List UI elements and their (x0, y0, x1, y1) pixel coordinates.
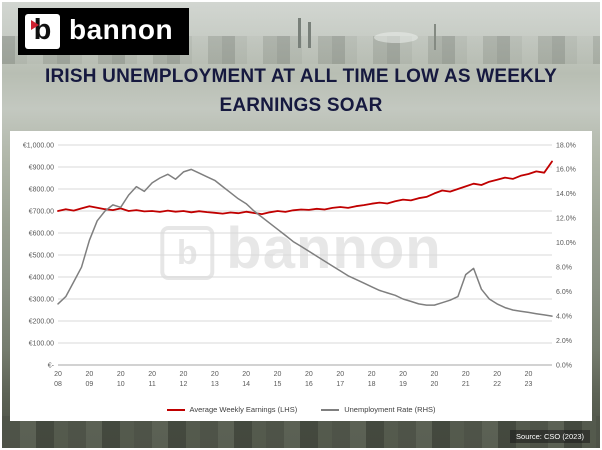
svg-text:€700.00: €700.00 (29, 208, 54, 215)
legend-item-earnings: Average Weekly Earnings (LHS) (166, 405, 298, 414)
svg-text:€600.00: €600.00 (29, 230, 54, 237)
svg-text:12.0%: 12.0% (556, 216, 576, 223)
left-axis-labels: €1,000.00 €900.00 €800.00 €700.00 €600.00 €50… (23, 142, 55, 369)
svg-text:20: 20 (399, 371, 407, 378)
svg-text:8.0%: 8.0% (556, 265, 572, 272)
svg-text:20: 20 (85, 371, 93, 378)
svg-text:20: 20 (148, 371, 156, 378)
bannon-logo: b bannon (18, 8, 190, 55)
chimney-stack (308, 22, 311, 48)
svg-text:21: 21 (462, 381, 470, 388)
svg-text:4.0%: 4.0% (556, 313, 572, 320)
svg-text:20: 20 (525, 371, 533, 378)
svg-text:20: 20 (368, 371, 376, 378)
svg-text:09: 09 (85, 381, 93, 388)
svg-text:€1,000.00: €1,000.00 (23, 142, 54, 149)
headline-line-2: EARNINGS SOAR (219, 95, 383, 117)
svg-text:€500.00: €500.00 (29, 252, 54, 259)
right-axis-labels: 18.0% 16.0% 14.0% 12.0% 10.0% 8.0% 6.0% 4.0% 2.0… (556, 142, 576, 369)
chart-panel: b bannon €1,000.00 €900.00 €800.00 €700.00 €… (10, 131, 592, 421)
bannon-b-icon: b (25, 14, 60, 49)
logo-wordmark: bannon (69, 13, 174, 45)
series-line-unemployment (57, 168, 553, 317)
bannon-watermark: b bannon (160, 220, 441, 280)
svg-text:18: 18 (368, 381, 376, 388)
line-chart: €1,000.00 €900.00 €800.00 €700.00 €600.00 €50… (23, 142, 576, 388)
chimney-stack (298, 18, 301, 48)
svg-text:16: 16 (305, 381, 313, 388)
svg-text:€800.00: €800.00 (29, 186, 54, 193)
svg-text:17: 17 (336, 381, 344, 388)
watermark-text: bannon (226, 216, 442, 281)
svg-text:18.0%: 18.0% (556, 142, 576, 149)
unemployment-line-swatch (321, 408, 340, 411)
svg-text:€300.00: €300.00 (29, 296, 54, 303)
svg-text:0.0%: 0.0% (556, 362, 572, 369)
x-axis-labels: 20 08 20 09 20 10 20 11 20 12 20 13 20 14 20 15 20 16 20 17… (54, 371, 532, 388)
svg-text:14.0%: 14.0% (556, 191, 576, 198)
svg-text:20: 20 (336, 371, 344, 378)
svg-text:20: 20 (117, 371, 125, 378)
legend-label-earnings: Average Weekly Earnings (LHS) (189, 405, 298, 414)
svg-text:12: 12 (180, 381, 188, 388)
svg-text:20: 20 (180, 371, 188, 378)
svg-text:20: 20 (305, 371, 313, 378)
svg-text:14: 14 (242, 381, 250, 388)
chart-legend: Average Weekly Earnings (LHS) Unemployme… (10, 405, 592, 414)
svg-text:13: 13 (211, 381, 219, 388)
svg-text:20: 20 (274, 371, 282, 378)
svg-text:20: 20 (462, 371, 470, 378)
svg-text:20: 20 (493, 371, 501, 378)
svg-text:20: 20 (54, 371, 62, 378)
legend-label-unemployment: Unemployment Rate (RHS) (344, 405, 436, 414)
svg-text:16.0%: 16.0% (556, 167, 576, 174)
earnings-line-swatch (166, 408, 185, 411)
watermark-b-icon: b (160, 226, 215, 280)
svg-text:6.0%: 6.0% (556, 289, 572, 296)
svg-text:20: 20 (242, 371, 250, 378)
svg-text:15: 15 (274, 381, 282, 388)
svg-text:22: 22 (493, 381, 501, 388)
stadium-roof (374, 32, 418, 43)
svg-text:10: 10 (117, 381, 125, 388)
svg-text:08: 08 (54, 381, 62, 388)
svg-text:19: 19 (399, 381, 407, 388)
svg-text:€400.00: €400.00 (29, 274, 54, 281)
svg-text:11: 11 (148, 381, 155, 388)
gridlines (58, 144, 552, 366)
svg-text:2.0%: 2.0% (556, 338, 572, 345)
spire (434, 24, 436, 50)
svg-text:20: 20 (430, 371, 438, 378)
legend-item-unemployment: Unemployment Rate (RHS) (321, 405, 435, 414)
svg-text:23: 23 (525, 381, 533, 388)
svg-text:10.0%: 10.0% (556, 240, 576, 247)
headline-line-1: IRISH UNEMPLOYMENT AT ALL TIME LOW AS WE… (45, 66, 557, 87)
rooftops-strip (2, 416, 600, 448)
svg-text:€900.00: €900.00 (29, 164, 54, 171)
svg-text:20: 20 (211, 371, 219, 378)
source-credit: Source: CSO (2023) (510, 430, 590, 443)
svg-text:20: 20 (430, 381, 438, 388)
logo-red-wedge-icon (31, 20, 39, 30)
series-line-earnings (57, 160, 553, 215)
svg-text:€100.00: €100.00 (29, 340, 54, 347)
svg-text:€200.00: €200.00 (29, 318, 54, 325)
svg-text:€-: €- (48, 362, 55, 369)
headline-title: IRISH UNEMPLOYMENT AT ALL TIME LOW AS WE… (0, 62, 602, 121)
